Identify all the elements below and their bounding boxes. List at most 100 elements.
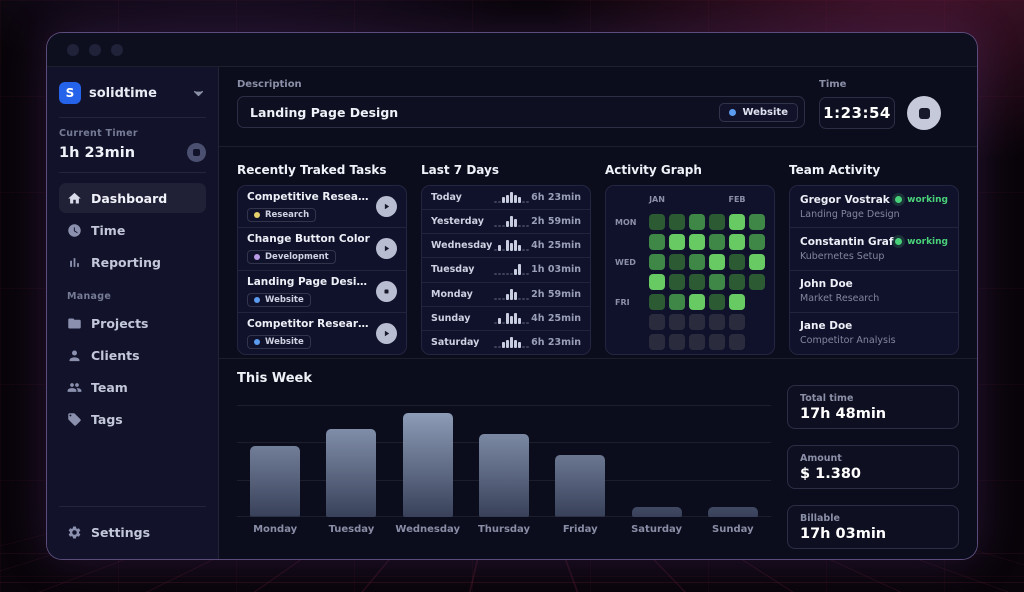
window-dot-2[interactable] [89, 43, 101, 56]
sidebar-manage-nav: Projects Clients Team Tags [59, 308, 206, 434]
sidebar-item-clients[interactable]: Clients [59, 340, 206, 370]
description-input[interactable]: Landing Page Design Website [237, 96, 805, 128]
gear-icon [67, 525, 82, 540]
window-dot-3[interactable] [111, 43, 123, 56]
day-name: Sunday [431, 312, 471, 324]
heatmap-cell [669, 274, 685, 290]
stats-column: Total time 17h 48min Amount $ 1.380 Bill… [787, 371, 959, 559]
heatmap-cell [649, 234, 665, 250]
sidebar-item-projects[interactable]: Projects [59, 308, 206, 338]
sidebar-item-label: Clients [91, 347, 140, 363]
dashboard-panels: Recently Traked Tasks Competitive Resear… [219, 147, 977, 359]
stat-card-amount: Amount $ 1.380 [787, 445, 959, 489]
sidebar-item-tags[interactable]: Tags [59, 404, 206, 434]
folder-icon [67, 316, 82, 331]
status-dot-icon [895, 238, 903, 246]
bar-label: Wednesday [395, 524, 460, 535]
manage-section-label: Manage [67, 291, 112, 302]
window-dot-1[interactable] [67, 43, 79, 56]
chevron-down-icon[interactable] [191, 86, 206, 101]
day-duration: 4h 25min [531, 240, 581, 252]
day-summary-row: Sunday 4h 25min [422, 307, 590, 331]
bottom-section: This Week Monday Tuesday Wednesday Thurs… [219, 359, 977, 559]
task-title: Change Button Color [247, 233, 370, 246]
stop-task-button[interactable] [376, 280, 397, 302]
project-color-dot [254, 296, 260, 303]
heatmap-cell [749, 234, 765, 250]
day-name: Tuesday [431, 264, 475, 276]
stop-timer-button[interactable] [907, 96, 941, 130]
project-color-dot [729, 108, 737, 116]
sidebar-nav: Dashboard Time Reporting [59, 183, 206, 277]
member-name: Constantin Graf [800, 235, 894, 248]
team-member-row: Constantin Graf working Kubernetes Setup [790, 228, 958, 271]
day-sparkline [493, 312, 529, 324]
play-task-button[interactable] [376, 322, 397, 344]
heatmap-cell [709, 334, 725, 350]
team-member-row: John Doe Market Research [790, 271, 958, 313]
play-task-button[interactable] [376, 238, 397, 260]
task-project-badge: Website [247, 292, 311, 307]
day-duration: 1h 03min [531, 264, 581, 276]
last7days-card: Today 6h 23min Yesterday 2h 59min Wednes… [421, 185, 591, 355]
heatmap-cell [689, 314, 705, 330]
heatmap-cell [709, 314, 725, 330]
play-icon [384, 203, 390, 210]
task-project-badge: Research [247, 208, 317, 223]
sidebar-item-label: Time [91, 222, 126, 238]
heatmap-cell [689, 234, 705, 250]
bar-wednesday [402, 412, 453, 517]
activity-graph-panel: Activity Graph JAN FEB MON WED FRI [605, 159, 775, 355]
stat-label: Total time [800, 393, 854, 404]
day-summary-row: Monday 2h 59min [422, 283, 590, 307]
project-badge-website[interactable]: Website [719, 102, 798, 122]
team-member-row: Jane Doe Competitor Analysis [790, 313, 958, 354]
activity-heatmap: JAN FEB MON WED FRI [605, 185, 775, 355]
heatmap-cell [729, 334, 745, 350]
weekday-label: FRI [615, 297, 630, 307]
weekly-bar-chart: Monday Tuesday Wednesday Thursday Friday… [237, 405, 771, 535]
chart-column: Friday [542, 405, 618, 535]
chart-column: Sunday [695, 405, 771, 535]
sidebar-item-time[interactable]: Time [59, 215, 206, 245]
sidebar-item-dashboard[interactable]: Dashboard [59, 183, 206, 213]
sidebar-item-reporting[interactable]: Reporting [59, 247, 206, 277]
day-summary-row: Today 6h 23min [422, 186, 590, 211]
sidebar-item-team[interactable]: Team [59, 372, 206, 402]
heatmap-cell [649, 214, 665, 230]
day-name: Monday [431, 288, 473, 300]
this-week-title: This Week [237, 371, 312, 386]
weekday-label [615, 274, 645, 290]
bar-sunday [707, 506, 758, 517]
day-duration: 6h 23min [531, 192, 581, 204]
timer-display[interactable]: 1:23:54 [819, 97, 895, 129]
heatmap-cell [669, 294, 685, 310]
heatmap-cell [729, 234, 745, 250]
sidebar-divider [59, 117, 206, 118]
sidebar-divider [59, 506, 206, 507]
project-color-dot [254, 212, 260, 219]
sidebar-stop-timer-button[interactable] [187, 143, 206, 162]
stop-icon [918, 107, 930, 119]
member-current-task: Competitor Analysis [800, 335, 896, 347]
stop-icon [384, 289, 389, 294]
sidebar-settings-nav: Settings [59, 517, 206, 547]
task-item: Change Button Color Development [238, 228, 406, 271]
heatmap-cell [709, 234, 725, 250]
stat-label: Amount [800, 453, 842, 464]
sidebar-item-label: Team [91, 379, 128, 395]
sidebar-item-settings[interactable]: Settings [59, 517, 206, 547]
heatmap-cell [709, 254, 725, 270]
recent-tasks-title: Recently Traked Tasks [237, 163, 387, 177]
day-sparkline [493, 240, 529, 252]
heatmap-empty [749, 334, 765, 350]
play-task-button[interactable] [376, 196, 397, 218]
heatmap-cell [669, 234, 685, 250]
heatmap-cell [689, 214, 705, 230]
workspace-switcher[interactable]: S solidtime [59, 79, 206, 107]
sidebar-divider [59, 172, 206, 173]
heatmap-empty [749, 294, 765, 310]
task-project-badge: Website [247, 334, 311, 349]
stat-value: $ 1.380 [800, 466, 862, 482]
home-icon [67, 191, 82, 206]
